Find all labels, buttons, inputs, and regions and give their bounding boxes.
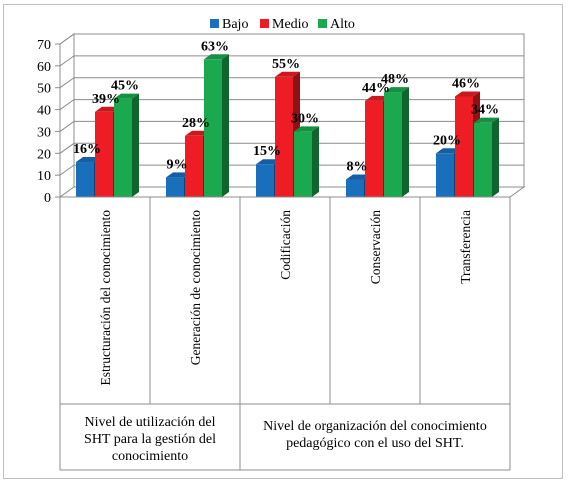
bar-side xyxy=(132,93,139,197)
y-tick-label: 30 xyxy=(37,125,51,140)
category-label: Conservación xyxy=(368,210,383,284)
bar-top xyxy=(474,117,499,123)
bar-side xyxy=(402,87,409,197)
data-label: 39% xyxy=(92,92,120,107)
gridline xyxy=(59,77,524,89)
bar-side xyxy=(222,54,229,197)
y-tick-label: 60 xyxy=(37,60,51,75)
legend-item-bajo: Bajo xyxy=(210,17,248,32)
bar-front xyxy=(185,135,203,197)
bar-front xyxy=(384,92,402,197)
category-label: Estructuración del conocimiento xyxy=(98,210,113,386)
legend-swatch xyxy=(210,19,219,28)
bar-top xyxy=(384,87,409,93)
group-label-line: conocimiento xyxy=(111,449,189,464)
y-tick-label: 40 xyxy=(37,104,51,119)
category-table: Estructuración del conocimiento Generació… xyxy=(59,196,511,471)
bar-side xyxy=(312,126,319,197)
bar-alto xyxy=(204,54,229,197)
legend-item-alto: Alto xyxy=(318,17,355,32)
group-label-line: pedagógico con el uso del SHT. xyxy=(286,436,464,451)
bar-front xyxy=(166,177,184,197)
legend-label: Medio xyxy=(272,17,309,32)
bar-top xyxy=(166,172,191,178)
bar-front xyxy=(114,98,132,197)
bars xyxy=(76,54,499,197)
bar-front xyxy=(365,100,383,197)
side-wall xyxy=(59,33,75,198)
bar-alto xyxy=(114,93,139,197)
data-label: 63% xyxy=(201,39,229,54)
y-tick-label: 0 xyxy=(44,191,51,206)
legend-swatch xyxy=(318,19,327,28)
data-label: 44% xyxy=(362,81,390,96)
data-label: 20% xyxy=(433,133,461,148)
y-axis: 0 10 20 30 40 50 60 70 xyxy=(37,38,61,206)
data-label: 28% xyxy=(182,116,210,131)
bar-top xyxy=(114,93,139,99)
bar-top xyxy=(346,174,371,180)
chart-frame xyxy=(3,4,563,479)
data-label: 30% xyxy=(291,111,319,126)
bar-front xyxy=(256,164,274,197)
bar-top xyxy=(204,54,229,60)
bar-alto xyxy=(294,126,319,197)
data-label: 8% xyxy=(347,160,368,175)
bar-front xyxy=(455,96,473,197)
y-tick-label: 70 xyxy=(37,38,51,53)
data-labels: 16% 39%45% 9% 28% 63% 15% 55% 30% 8% 44%48% 20% 46%… xyxy=(73,39,499,174)
y-tick-label: 10 xyxy=(37,169,51,184)
y-tick-label: 50 xyxy=(37,82,51,97)
group-label: Nivel de utilización del SHT para la gest… xyxy=(60,414,240,465)
data-label: 9% xyxy=(167,157,188,172)
data-label: 15% xyxy=(253,144,281,159)
gridline xyxy=(59,55,524,67)
bar-top xyxy=(275,71,300,77)
legend-label: Alto xyxy=(330,17,355,32)
data-label: 34% xyxy=(471,103,499,118)
bar-front xyxy=(76,162,94,197)
bar-front xyxy=(95,111,113,197)
bar-top xyxy=(76,157,101,163)
group-label-line: Nivel de organización del conocimiento xyxy=(263,419,487,434)
data-label: 45% xyxy=(111,79,139,94)
bar-top xyxy=(185,130,210,136)
bar-alto xyxy=(474,117,499,197)
bar-top xyxy=(95,106,120,112)
data-label: 16% xyxy=(73,142,101,157)
data-label: 46% xyxy=(452,76,480,91)
bar-top xyxy=(455,91,480,97)
group-label-line: Nivel de utilización del xyxy=(84,415,216,430)
legend-label: Bajo xyxy=(222,17,248,32)
legend-swatch xyxy=(260,19,269,28)
gridline xyxy=(59,33,524,45)
group-label: Nivel de organización del conocimiento pe… xyxy=(240,418,510,452)
bar-front xyxy=(474,122,492,197)
data-label: 48% xyxy=(381,72,409,87)
bar-alto xyxy=(384,87,409,197)
y-tick-label: 20 xyxy=(37,147,51,162)
data-label: 55% xyxy=(272,57,300,72)
category-label: Generación de conocimiento xyxy=(188,210,203,365)
bar-front xyxy=(436,153,454,197)
legend-item-medio: Medio xyxy=(260,17,309,32)
category-label: Codificación xyxy=(278,210,293,280)
bar-top xyxy=(256,159,281,165)
bar-front xyxy=(294,131,312,197)
bar-top xyxy=(436,148,461,154)
bar-front xyxy=(275,76,293,197)
bar-front xyxy=(204,59,222,197)
bar-top xyxy=(365,95,390,101)
category-label: Transferencia xyxy=(458,210,473,284)
group-label-line: SHT para la gestión del xyxy=(84,432,216,447)
bar-side xyxy=(492,117,499,197)
bar-front xyxy=(346,179,364,197)
legend: Bajo Medio Alto xyxy=(210,17,355,32)
bar-top xyxy=(294,126,319,132)
